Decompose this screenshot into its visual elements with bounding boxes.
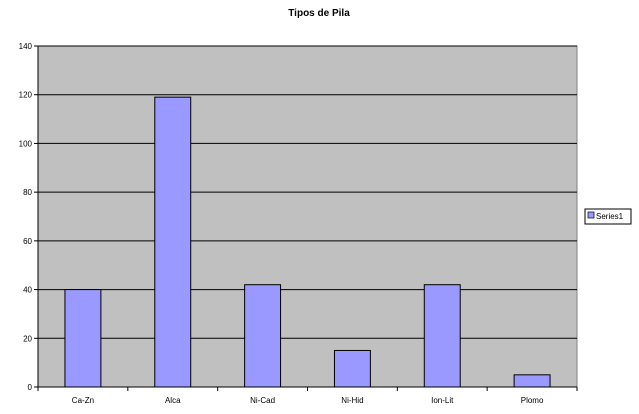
x-tick-label: Alca <box>165 396 181 405</box>
bar-alca <box>154 96 192 388</box>
axes: 0 20 40 60 80 100 120 140 Ca-Zn Alca Ni-Cad Ni-Hid I… <box>19 42 578 405</box>
bar-plomo <box>513 374 551 388</box>
plot-area <box>37 45 578 388</box>
chart-title: Tipos de Pila <box>288 8 350 19</box>
y-tick-label: 120 <box>19 91 33 100</box>
gridlines <box>38 45 577 339</box>
legend: Series1 <box>584 208 632 225</box>
y-tick-label: 100 <box>19 139 33 148</box>
y-tick-label: 140 <box>19 42 33 51</box>
x-tick-label: Plomo <box>521 396 544 405</box>
bars <box>64 96 551 388</box>
legend-box <box>584 208 632 225</box>
y-tick-label: 40 <box>23 286 32 295</box>
legend-label: Series1 <box>596 212 624 221</box>
x-tick-label: Ni-Hid <box>341 396 363 405</box>
bar-ion-lit <box>423 284 461 388</box>
x-tick-label: Ca-Zn <box>72 396 94 405</box>
y-tick-label: 80 <box>23 188 32 197</box>
x-tick-label: Ni-Cad <box>250 396 275 405</box>
bar-ca-zn <box>64 289 102 388</box>
y-tick-label: 60 <box>23 237 32 246</box>
y-tick-label: 0 <box>28 383 33 392</box>
legend-swatch <box>587 211 595 219</box>
bar-ni-cad <box>244 284 282 388</box>
bar-ni-hid <box>333 349 371 388</box>
y-tick-label: 20 <box>23 334 32 343</box>
x-tick-label: Ion-Lit <box>431 396 454 405</box>
